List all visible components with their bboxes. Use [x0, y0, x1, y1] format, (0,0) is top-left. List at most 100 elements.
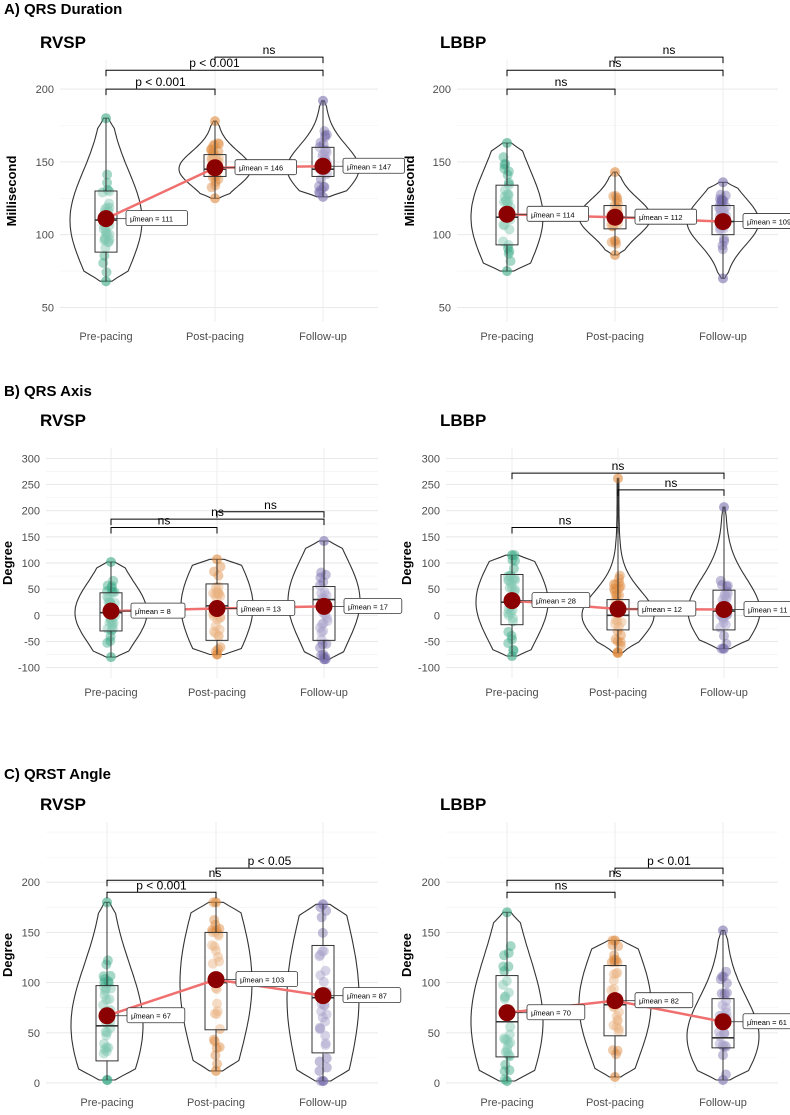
x-tick-label: Follow-up [699, 331, 747, 343]
data-point [503, 626, 514, 637]
data-point [502, 198, 513, 209]
data-point [107, 586, 118, 597]
significance-bracket: ns [506, 75, 616, 96]
bracket-line [110, 518, 325, 526]
data-point [716, 988, 727, 999]
data-point [721, 202, 732, 213]
data-point [499, 992, 510, 1003]
data-point [98, 258, 109, 269]
panel-title: RVSP [40, 795, 86, 814]
data-point [319, 145, 330, 156]
data-point [101, 959, 112, 970]
data-point [101, 228, 112, 239]
data-point [505, 256, 516, 267]
data-point [500, 1059, 511, 1070]
data-point [722, 580, 733, 591]
data-point [214, 1042, 225, 1053]
mean-label-box [526, 1004, 586, 1021]
mean-label-box [235, 971, 298, 987]
data-point [321, 147, 332, 158]
y-tick-label: 200 [433, 84, 451, 96]
y-tick-label: 50 [42, 302, 54, 314]
data-point [320, 1030, 331, 1041]
data-point [99, 1038, 110, 1049]
significance-bracket: p < 0.001 [105, 75, 216, 96]
significance-bracket: ns [614, 43, 724, 64]
data-point [720, 1002, 731, 1013]
y-tick-label: 100 [422, 978, 440, 990]
data-point [321, 1053, 332, 1064]
significance-label: ns [264, 498, 277, 512]
mean-point [314, 987, 332, 1005]
violin-outline [180, 558, 254, 656]
data-point [213, 139, 224, 150]
data-point [211, 1009, 222, 1020]
data-point [611, 590, 622, 601]
mean-label-box [234, 159, 297, 176]
mean-point [714, 1013, 732, 1031]
data-point [507, 613, 518, 624]
bracket-line [506, 69, 724, 77]
data-point [212, 951, 223, 962]
data-point [717, 580, 728, 591]
data-point [498, 236, 509, 247]
data-point [108, 618, 119, 629]
y-tick-label: 0 [434, 610, 440, 622]
mean-point [98, 1007, 116, 1025]
bracket-line [506, 88, 616, 96]
x-tick-label: Post-pacing [589, 687, 647, 699]
significance-label: ns [555, 75, 568, 89]
data-point [718, 205, 729, 216]
data-point [503, 248, 514, 259]
data-point [507, 574, 518, 585]
data-point [721, 1041, 732, 1052]
data-point [318, 182, 329, 193]
data-point [719, 233, 730, 244]
data-point [509, 573, 520, 584]
data-point [499, 966, 510, 977]
mean-label: μ̂mean = 112 [639, 213, 683, 222]
significance-label: p < 0.05 [248, 854, 292, 868]
mean-label: μ̂mean = 11 [748, 606, 787, 615]
data-point [212, 1006, 223, 1017]
data-point [720, 190, 731, 201]
mean-point [714, 213, 732, 231]
mean-point [503, 592, 521, 610]
mean-label-box [634, 992, 694, 1009]
mean-label-box [526, 205, 589, 222]
data-point [609, 583, 620, 594]
x-tick-label: Pre-pacing [79, 331, 132, 343]
data-point [611, 238, 622, 249]
violin-outline [475, 554, 549, 657]
data-point [101, 983, 112, 994]
data-point [105, 983, 116, 994]
y-tick-label: 100 [36, 230, 54, 242]
data-point [105, 970, 116, 981]
mean-label-box [343, 597, 403, 614]
data-point [321, 129, 332, 140]
data-point [614, 577, 625, 588]
mean-label: μ̂mean = 28 [536, 597, 576, 606]
data-point [717, 240, 728, 251]
data-point [318, 139, 329, 150]
y-tick-label: 200 [36, 84, 54, 96]
mean-label: μ̂mean = 87 [347, 992, 387, 1001]
mean-label: μ̂mean = 146 [239, 164, 283, 173]
data-point [718, 205, 729, 216]
data-point [102, 637, 113, 648]
data-point [722, 588, 733, 599]
data-point [208, 626, 219, 637]
data-point [208, 1034, 219, 1045]
data-point [321, 590, 332, 601]
data-point [720, 619, 731, 630]
y-tick-label: 250 [422, 480, 440, 492]
data-point [102, 955, 113, 966]
data-point [209, 1036, 220, 1047]
mean-label: μ̂mean = 12 [642, 605, 682, 614]
data-point [505, 607, 516, 618]
significance-label: ns [609, 56, 622, 70]
data-point [499, 993, 510, 1004]
x-tick-label: Follow-up [699, 1097, 747, 1109]
x-tick-label: Post-pacing [586, 331, 644, 343]
data-point [98, 1048, 109, 1059]
